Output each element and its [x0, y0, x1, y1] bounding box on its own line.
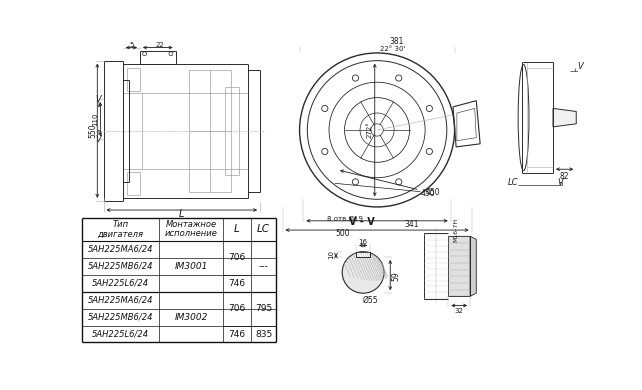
Text: M16-7H: M16-7H: [454, 218, 458, 242]
Polygon shape: [470, 236, 476, 296]
Text: 22° 30': 22° 30': [380, 46, 405, 52]
Text: ↑: ↑: [95, 130, 101, 136]
Text: V: V: [577, 62, 583, 71]
Text: 59: 59: [391, 271, 400, 281]
Text: IM3001: IM3001: [175, 262, 208, 271]
Polygon shape: [356, 252, 370, 257]
Text: 5АН225МВ6/24: 5АН225МВ6/24: [88, 262, 153, 271]
Text: 550: 550: [88, 123, 97, 138]
Text: V: V: [96, 95, 101, 104]
Text: 110: 110: [92, 112, 98, 126]
Text: 706: 706: [228, 253, 245, 262]
Text: 22: 22: [156, 42, 164, 48]
Text: 10: 10: [328, 250, 334, 259]
Text: ---: ---: [259, 262, 268, 271]
Text: двигателя: двигателя: [98, 229, 144, 238]
Text: V: V: [96, 135, 101, 144]
Text: 746: 746: [229, 279, 245, 288]
Text: L: L: [179, 209, 184, 219]
Text: 5АН225L6/24: 5АН225L6/24: [92, 279, 149, 288]
Text: Ø55: Ø55: [363, 296, 379, 305]
Text: L: L: [234, 224, 239, 234]
Text: 341: 341: [404, 220, 419, 229]
Text: 5АН225МА6/24: 5АН225МА6/24: [88, 296, 153, 305]
Text: 82: 82: [560, 172, 569, 181]
Text: IM3002: IM3002: [175, 312, 208, 322]
Circle shape: [342, 252, 384, 293]
Text: 835: 835: [255, 330, 272, 339]
Text: LC: LC: [508, 178, 518, 187]
Text: 16: 16: [359, 239, 368, 245]
Text: 32: 32: [455, 308, 464, 314]
Text: ↓: ↓: [95, 102, 101, 108]
Text: 8 отв.Ø19: 8 отв.Ø19: [327, 216, 363, 222]
Text: 500: 500: [335, 229, 349, 238]
Text: 746: 746: [229, 330, 245, 339]
Text: исполнение: исполнение: [164, 229, 218, 238]
Text: 706: 706: [228, 304, 245, 313]
Text: 381: 381: [389, 37, 404, 46]
Text: V - V: V - V: [349, 217, 374, 227]
Text: Тип: Тип: [112, 220, 128, 229]
Text: Монтажное: Монтажное: [166, 220, 216, 229]
Polygon shape: [448, 236, 470, 296]
Text: 272°: 272°: [367, 122, 372, 138]
Text: 5: 5: [129, 42, 134, 48]
Text: 5АН225L6/24: 5АН225L6/24: [92, 330, 149, 339]
Text: V: V: [557, 178, 562, 187]
Text: 5АН225МА6/24: 5АН225МА6/24: [88, 245, 153, 254]
Text: LC: LC: [257, 224, 270, 234]
Text: 795: 795: [255, 304, 272, 313]
Text: 450: 450: [335, 183, 440, 197]
Text: 5АН225МВ6/24: 5АН225МВ6/24: [88, 312, 153, 322]
Polygon shape: [553, 108, 577, 127]
Text: 450: 450: [420, 189, 435, 198]
